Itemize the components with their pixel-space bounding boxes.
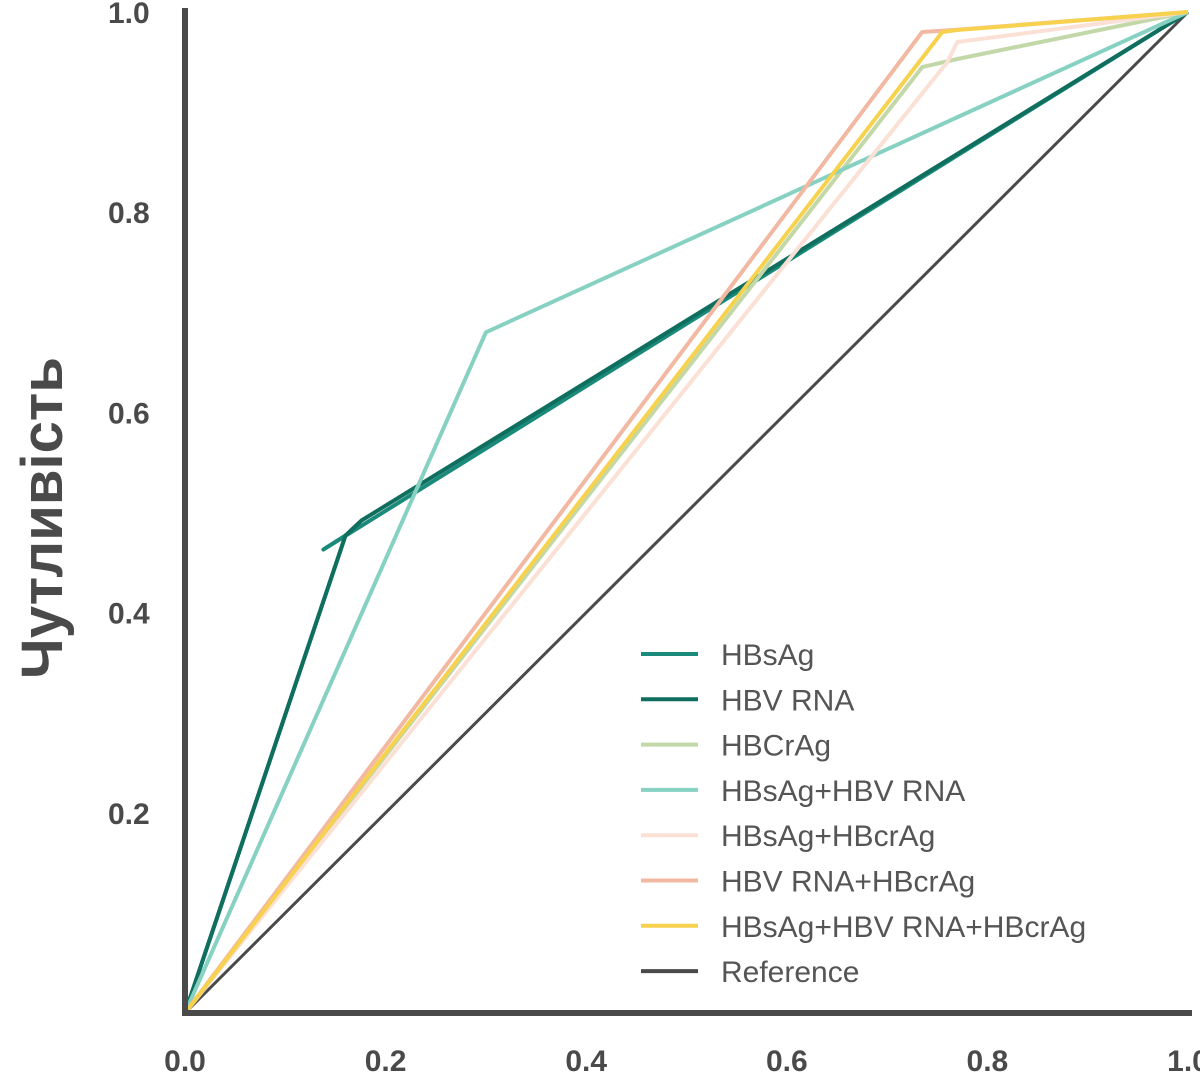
x-tick-label: 0.6 xyxy=(766,1045,808,1078)
series-line-hbsag-hbv-rna-hbcrag xyxy=(183,10,1189,1015)
y-axis-label: Чутливість xyxy=(10,357,75,679)
series-line-hbcrag xyxy=(183,10,1189,1015)
y-tick-label: 0.6 xyxy=(108,397,150,430)
series-line-hbsag-hbcrag xyxy=(183,10,1189,1015)
x-tick-label: 0.4 xyxy=(565,1045,607,1078)
legend: HBsAg HBV RNA HBCrAg HBsAg+HBV RNA HBsAg+HBc… xyxy=(641,639,1086,989)
x-tick-label: 1.0 xyxy=(1167,1045,1200,1078)
legend-label-hbsag-hbv-rna-hbcrag: HBsAg+HBV RNA+HBcrAg xyxy=(721,911,1086,944)
legend-label-hbsag-hbv-rna: HBsAg+HBV RNA xyxy=(721,775,965,808)
x-tick-label: 0.0 xyxy=(164,1045,206,1078)
y-tick-label: 0.4 xyxy=(108,598,150,631)
series-line-reference xyxy=(183,10,1190,1015)
x-tick-label: 0.2 xyxy=(365,1045,407,1078)
legend-label-hbcrag: HBCrAg xyxy=(721,730,831,763)
legend-label-hbsag-hbcrag: HBsAg+HBcrAg xyxy=(721,820,935,853)
series-line-hbv-rna xyxy=(183,10,1190,1014)
y-tick-label: 0.2 xyxy=(108,798,150,831)
tick-labels: 0.0 0.2 0.4 0.6 0.8 1.0 0.2 0.4 0.6 0.8 1.0 xyxy=(108,0,1200,1078)
y-tick-label: 0.8 xyxy=(108,197,150,230)
series-line-hbsag-hbv-rna xyxy=(183,10,1189,1014)
y-tick-label: 1.0 xyxy=(108,0,150,30)
legend-label-hbsag: HBsAg xyxy=(721,639,814,672)
legend-label-hbv-rna-hbcrag: HBV RNA+HBcrAg xyxy=(721,866,975,899)
legend-label-reference: Reference xyxy=(721,956,859,989)
series-layer xyxy=(183,10,1190,1015)
legend-label-hbv-rna: HBV RNA xyxy=(721,684,854,717)
axes-layer xyxy=(182,8,1192,1016)
x-tick-label: 0.8 xyxy=(967,1045,1009,1078)
